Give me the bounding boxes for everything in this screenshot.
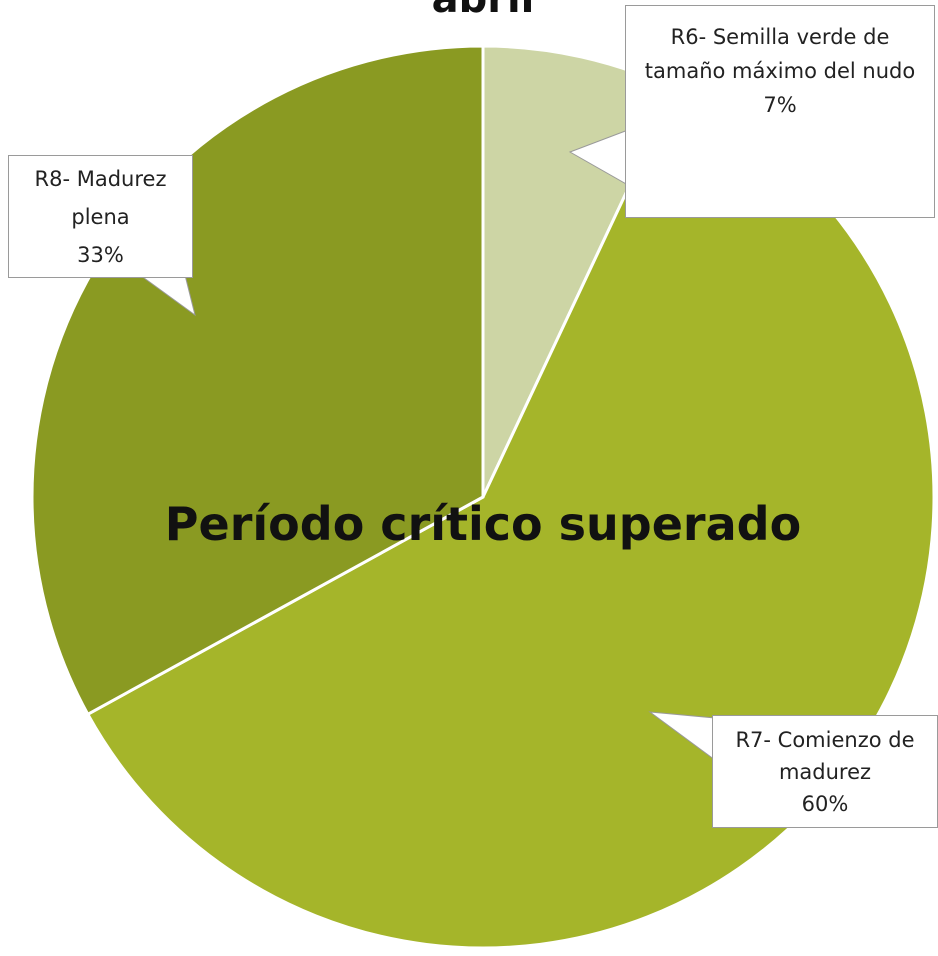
value-label: 7% bbox=[763, 93, 797, 117]
chart-title: abril bbox=[432, 0, 535, 22]
category-label: R6- Semilla verde de tamaño máximo del n… bbox=[644, 25, 916, 83]
value-label: 33% bbox=[77, 243, 124, 267]
callout: R8- Madurez plena 33% bbox=[8, 155, 193, 278]
category-label: R8- Madurez plena bbox=[34, 167, 167, 229]
value-label: 60% bbox=[801, 792, 849, 816]
annotation: Período crítico superado bbox=[165, 497, 801, 551]
category-label: R7- Comienzo de madurez bbox=[735, 728, 915, 784]
callout: R7- Comienzo de madurez 60% bbox=[712, 715, 938, 828]
callout: R6- Semilla verde de tamaño máximo del n… bbox=[625, 5, 935, 218]
